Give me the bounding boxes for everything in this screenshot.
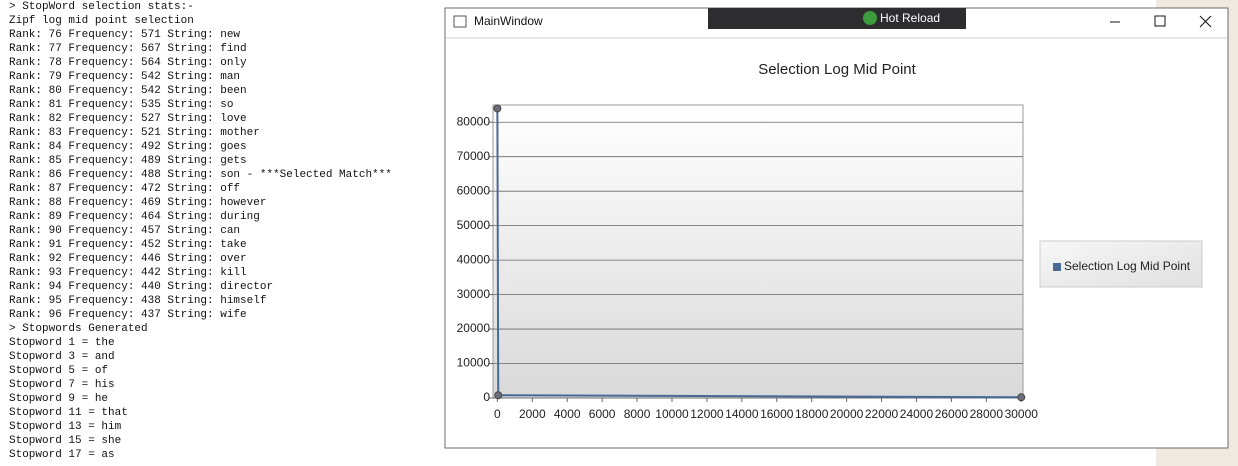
x-tick-label: 0 [494, 407, 501, 421]
console-line: Rank: 86 Frequency: 488 String: son - **… [9, 169, 392, 181]
toolbar[interactable] [708, 8, 966, 29]
window-icon [453, 15, 467, 28]
console-line: Rank: 96 Frequency: 437 String: wife [9, 309, 247, 321]
console-line: Stopword 15 = she [9, 435, 121, 447]
x-tick-label: 2000 [519, 407, 546, 421]
chart-title: Selection Log Mid Point [758, 61, 916, 78]
console-line: Rank: 85 Frequency: 489 String: gets [9, 155, 247, 167]
legend-label: Selection Log Mid Point [1064, 259, 1191, 273]
x-tick-label: 20000 [830, 407, 864, 421]
console-line: Rank: 87 Frequency: 472 String: off [9, 183, 240, 195]
console-line: Rank: 84 Frequency: 492 String: goes [9, 141, 247, 153]
x-tick-label: 22000 [865, 407, 899, 421]
x-tick-label: 10000 [655, 407, 689, 421]
console-line: Stopword 13 = him [9, 421, 122, 433]
hot-reload[interactable]: Hot Reload [880, 11, 940, 25]
x-tick-label: 6000 [589, 407, 616, 421]
console-line: Stopword 11 = that [9, 407, 128, 419]
console-line: Rank: 95 Frequency: 438 String: himself [9, 295, 266, 307]
console-line: Stopword 5 = of [9, 365, 108, 377]
console-line: Rank: 92 Frequency: 446 String: over [9, 253, 247, 265]
close[interactable] [1199, 15, 1212, 28]
y-tick-label: 20000 [457, 321, 491, 335]
y-tick-label: 40000 [457, 252, 491, 266]
console-line: Rank: 89 Frequency: 464 String: during [9, 211, 260, 223]
y-tick-label: 70000 [457, 149, 491, 163]
console-line: Rank: 77 Frequency: 567 String: find [9, 43, 247, 55]
x-tick-label: 4000 [554, 407, 581, 421]
y-tick-label: 50000 [457, 218, 491, 232]
console-line: Rank: 90 Frequency: 457 String: can [9, 225, 240, 237]
console-line: Stopword 1 = the [9, 337, 115, 349]
y-tick-label: 60000 [457, 183, 491, 197]
maximize[interactable] [1154, 15, 1166, 27]
console-line: Stopword 17 = as [9, 449, 115, 461]
console-line: Rank: 83 Frequency: 521 String: mother [9, 127, 260, 139]
console-line: Stopword 9 = he [9, 393, 108, 405]
x-tick-label: 8000 [624, 407, 651, 421]
console-line: Stopword 3 = and [9, 351, 115, 363]
console-line: Rank: 82 Frequency: 527 String: love [9, 113, 247, 125]
point [493, 104, 502, 113]
console-line: Rank: 91 Frequency: 452 String: take [9, 239, 247, 251]
console-line: Rank: 76 Frequency: 571 String: new [9, 29, 240, 41]
legend-swatch [1053, 263, 1061, 271]
x-tick-label: 14000 [725, 407, 759, 421]
console-line: Rank: 93 Frequency: 442 String: kill [9, 267, 247, 279]
x-tick-label: 12000 [690, 407, 724, 421]
y-tick-label: 80000 [457, 114, 491, 128]
plot-area [492, 104, 1024, 399]
x-tick-label: 24000 [900, 407, 934, 421]
x-tick-label: 26000 [935, 407, 969, 421]
console: > StopWord selection stats:- Zipf log mid… [9, 1, 392, 461]
x-tick-label: 16000 [760, 407, 794, 421]
window-title: MainWindow [474, 14, 543, 28]
console-line: > Stopwords Generated [9, 323, 148, 335]
y-tick-label: 30000 [457, 287, 491, 301]
console-line: Rank: 79 Frequency: 542 String: man [9, 71, 240, 83]
point [494, 391, 503, 400]
hot-reload-icon [863, 11, 877, 25]
point [1017, 393, 1026, 402]
x-tick-label: 30000 [1005, 407, 1039, 421]
console-line: Rank: 80 Frequency: 542 String: been [9, 85, 247, 97]
legend-box [1039, 240, 1203, 288]
y-tick-label: 10000 [457, 356, 491, 370]
console-line: Zipf log mid point selection [9, 15, 194, 27]
console-line: Rank: 81 Frequency: 535 String: so [9, 99, 233, 111]
chart: Selection Log Mid Point 0100002000030000… [457, 61, 1203, 421]
x-tick-label: 18000 [795, 407, 829, 421]
console-line: Stopword 7 = his [9, 379, 115, 391]
x-tick-label: 28000 [970, 407, 1004, 421]
y-tick-label: 0 [483, 390, 490, 404]
console-line: > StopWord selection stats:- [9, 1, 194, 13]
console-line: Rank: 78 Frequency: 564 String: only [9, 57, 247, 69]
console-line: Rank: 88 Frequency: 469 String: however [9, 197, 266, 209]
console-line: Rank: 94 Frequency: 440 String: director [9, 281, 273, 293]
